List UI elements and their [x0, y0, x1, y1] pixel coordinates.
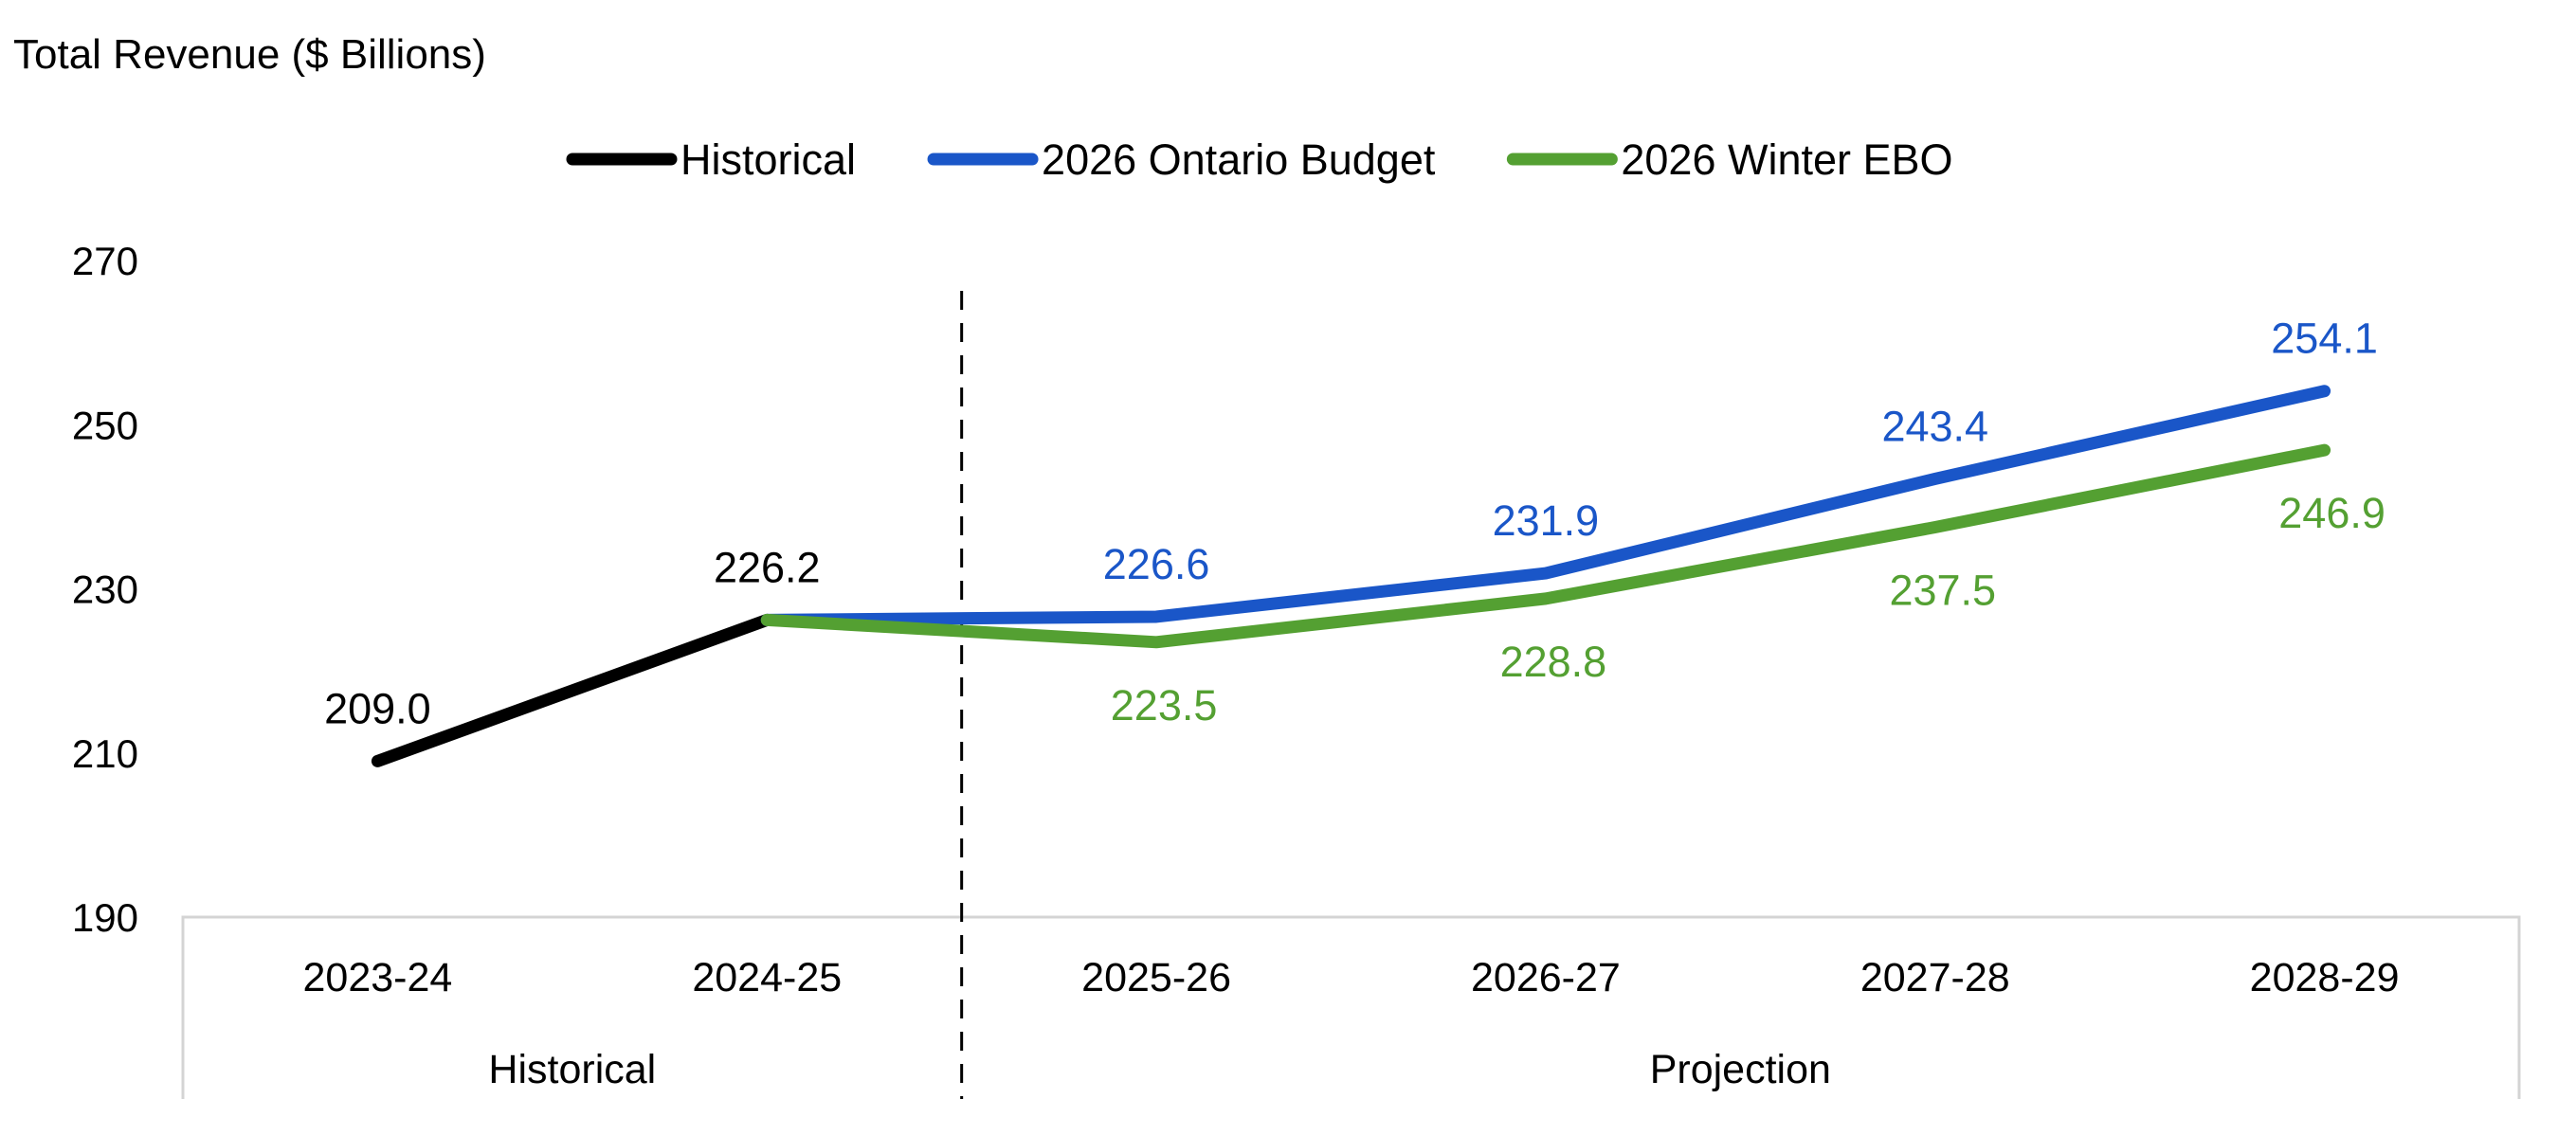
y-tick-label: 270 — [72, 239, 138, 283]
series-line-historical — [371, 613, 773, 767]
series-line-2026-ontario-budget — [760, 385, 2331, 626]
data-label-2026-winter-ebo: 237.5 — [1889, 567, 1996, 615]
x-axis: 2023-24 2024-25 2025-26 2026-27 2027-28 2028-… — [303, 955, 2400, 1092]
y-tick-label: 250 — [72, 403, 138, 447]
data-labels: 209.0 226.2 226.6 231.9 243.4 254.1 223.5 228.8… — [324, 315, 2386, 733]
axis-frame-line — [181, 915, 2521, 1099]
chart-title: Total Revenue ($ Billions) — [13, 31, 486, 78]
category-group-label-projection: Projection — [1650, 1047, 1831, 1092]
series-line-2026-winter-ebo — [760, 443, 2331, 649]
y-tick-label: 190 — [72, 895, 138, 940]
data-label-2026-ontario-budget: 231.9 — [1493, 496, 1600, 545]
data-label-2026-winter-ebo: 228.8 — [1500, 638, 1607, 686]
data-label-2026-winter-ebo: 246.9 — [2278, 489, 2386, 537]
legend-item-2026-winter-ebo: 2026 Winter EBO — [1506, 135, 1953, 184]
legend-label: 2026 Ontario Budget — [1042, 135, 1436, 184]
x-tick-label: 2027-28 — [1860, 955, 2010, 1000]
legend: Historical 2026 Ontario Budget 2026 Winter… — [566, 135, 1953, 184]
y-tick-label: 230 — [72, 568, 138, 612]
data-label-2026-ontario-budget: 254.1 — [2271, 315, 2378, 363]
x-tick-label: 2026-27 — [1471, 955, 1621, 1000]
x-tick-label: 2025-26 — [1081, 955, 1231, 1000]
data-label-historical: 209.0 — [324, 684, 431, 732]
x-tick-label: 2024-25 — [692, 955, 842, 1000]
y-axis: 190 210 230 250 270 — [72, 239, 138, 940]
x-tick-label: 2028-29 — [2250, 955, 2400, 1000]
x-tick-label: 2023-24 — [303, 955, 453, 1000]
data-label-historical: 226.2 — [714, 543, 821, 591]
series-lines — [371, 385, 2331, 767]
legend-item-2026-ontario-budget: 2026 Ontario Budget — [927, 135, 1436, 184]
legend-label: Historical — [680, 135, 856, 184]
data-label-2026-ontario-budget: 243.4 — [1881, 402, 1988, 450]
data-label-2026-ontario-budget: 226.6 — [1103, 540, 1210, 588]
category-axis-frame — [181, 915, 2521, 1099]
data-label-2026-winter-ebo: 223.5 — [1111, 681, 1218, 730]
y-tick-label: 210 — [72, 731, 138, 776]
legend-item-historical: Historical — [566, 135, 856, 184]
category-group-label-historical: Historical — [488, 1047, 656, 1092]
legend-label: 2026 Winter EBO — [1621, 135, 1952, 184]
